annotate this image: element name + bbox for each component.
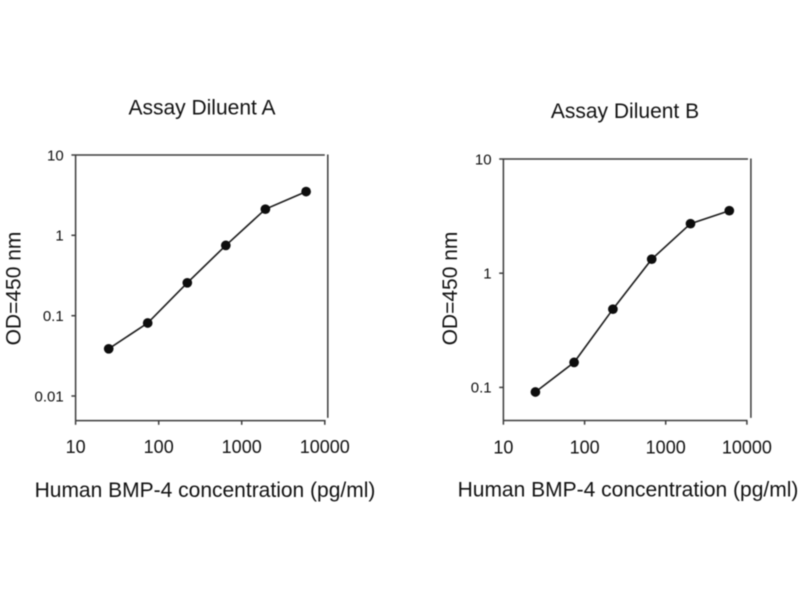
svg-text:10: 10: [475, 151, 492, 168]
svg-text:Human BMP-4 concentration (pg/: Human BMP-4 concentration (pg/ml): [458, 478, 799, 501]
svg-text:100: 100: [570, 438, 600, 458]
svg-text:OD=450 nm: OD=450 nm: [3, 232, 26, 346]
svg-text:1: 1: [55, 228, 63, 245]
svg-text:10: 10: [493, 438, 513, 458]
svg-text:1000: 1000: [646, 438, 686, 458]
svg-text:OD=450 nm: OD=450 nm: [439, 232, 462, 346]
svg-text:10: 10: [66, 437, 86, 457]
svg-text:10000: 10000: [722, 438, 772, 458]
svg-text:0.1: 0.1: [471, 380, 492, 397]
svg-text:1: 1: [483, 266, 491, 283]
svg-text:Assay Diluent B: Assay Diluent B: [551, 100, 699, 123]
svg-text:0.01: 0.01: [34, 388, 63, 405]
svg-text:Human BMP-4 concentration (pg/: Human BMP-4 concentration (pg/ml): [35, 479, 376, 502]
svg-text:10000: 10000: [300, 437, 350, 457]
svg-text:10: 10: [47, 147, 64, 164]
svg-text:1000: 1000: [222, 437, 262, 457]
svg-text:Assay Diluent A: Assay Diluent A: [128, 96, 275, 119]
svg-text:100: 100: [144, 437, 174, 457]
svg-text:0.1: 0.1: [43, 308, 64, 325]
